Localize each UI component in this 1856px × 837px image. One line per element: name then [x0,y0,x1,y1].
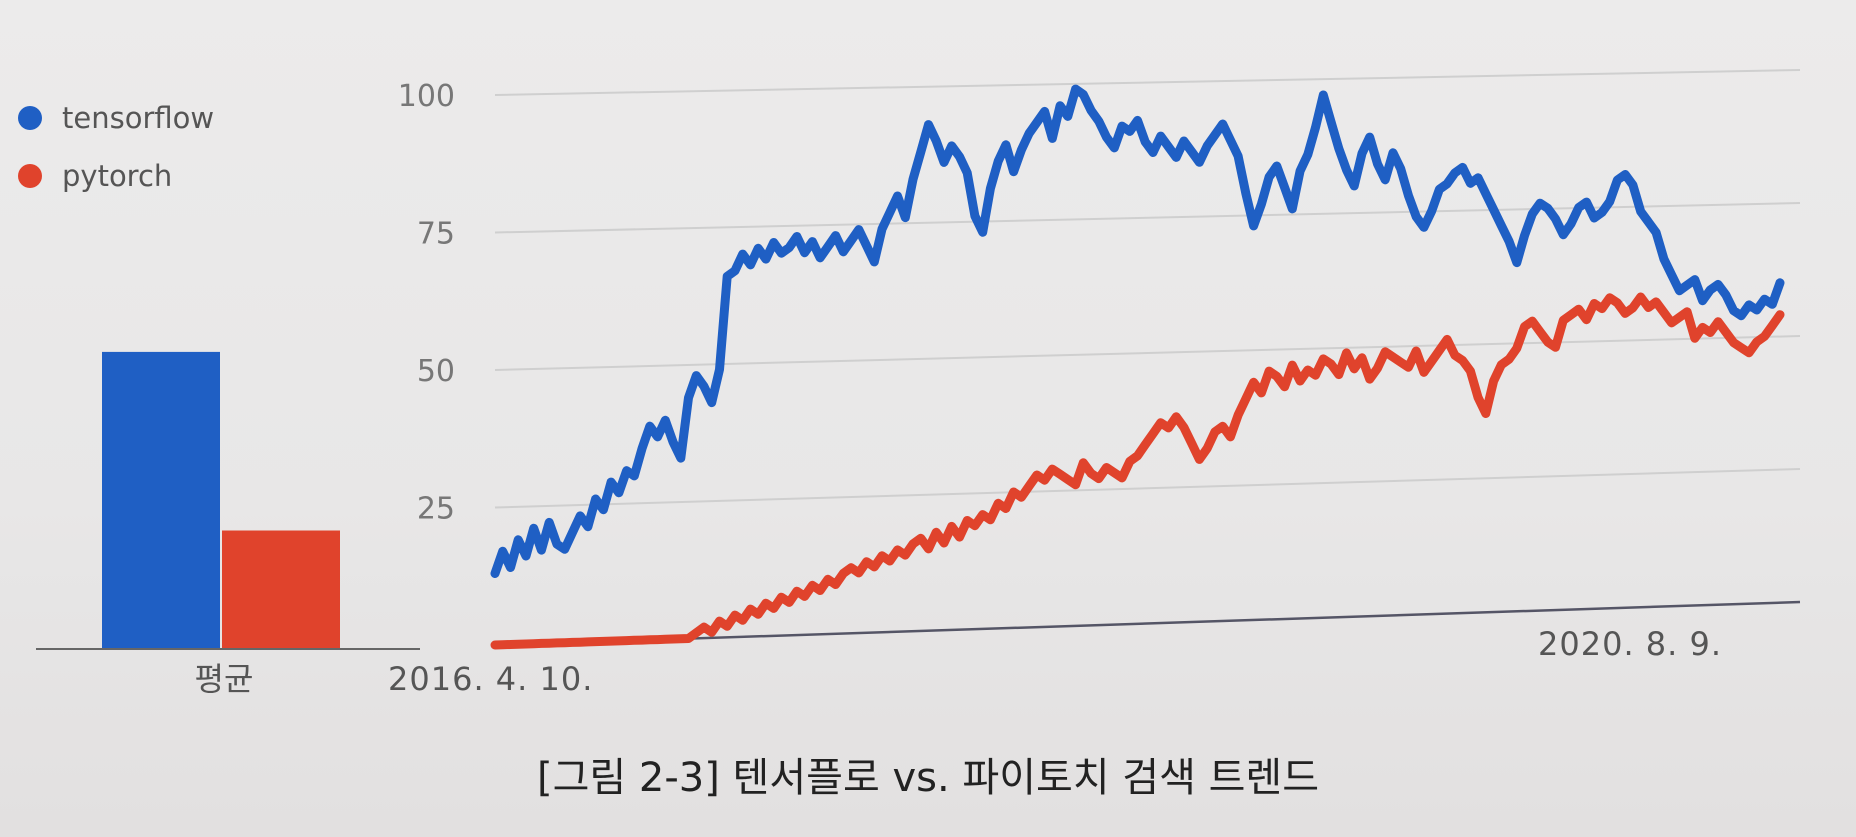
y-tick-50: 50 [417,354,455,389]
x-label-end: 2020. 8. 9. [1538,625,1722,663]
legend-label-tensorflow: tensorflow [62,101,214,135]
bar-category-label: 평균 [195,660,254,698]
line-series-pytorch [490,292,1785,650]
y-tick-75: 75 [417,217,455,252]
legend-marker-pytorch [18,164,42,188]
x-axis-baseline [494,600,1801,647]
legend-label-pytorch: pytorch [62,159,172,193]
line-series-tensorflow [490,84,1785,578]
bar-tensorflow [102,351,220,648]
x-label-start: 2016. 4. 10. [388,660,593,698]
gridlines [494,69,1801,647]
bar-pytorch [222,530,340,648]
average-bar-chart [36,351,420,650]
figure-caption: [그림 2-3] 텐서플로 vs. 파이토치 검색 트렌드 [536,755,1320,801]
legend: tensorflow pytorch [18,101,214,193]
y-tick-25: 25 [417,492,455,527]
gridline-50 [494,335,1801,371]
legend-marker-tensorflow [18,106,42,130]
trend-lines [490,84,1785,650]
y-tick-100: 100 [398,79,455,114]
y-tick-labels: 25 50 75 100 [398,79,455,527]
trend-chart: tensorflow pytorch 평균 25 50 75 100 2016. 4.… [18,69,1801,698]
gridline-100 [494,69,1801,96]
gridline-25 [494,468,1801,509]
